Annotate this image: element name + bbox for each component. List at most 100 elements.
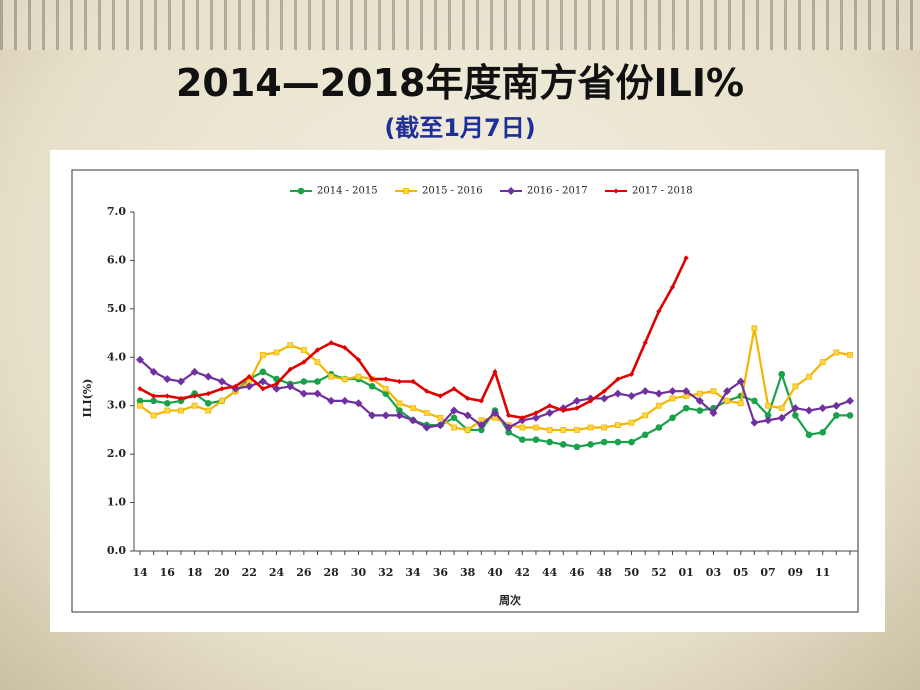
y-tick-label: 4.0 xyxy=(107,350,126,363)
x-tick-label: 18 xyxy=(187,566,203,579)
point xyxy=(451,386,457,392)
point xyxy=(682,387,691,396)
point xyxy=(833,349,840,356)
point xyxy=(491,408,499,417)
point xyxy=(396,407,403,414)
point xyxy=(628,438,635,446)
point xyxy=(451,424,457,431)
point xyxy=(696,407,704,414)
point xyxy=(519,436,526,443)
point xyxy=(574,405,580,411)
point xyxy=(245,382,254,391)
x-tick-label: 11 xyxy=(815,566,830,579)
point xyxy=(846,396,854,405)
point xyxy=(300,378,308,385)
point xyxy=(423,410,430,416)
legend-label: 2015 - 2016 xyxy=(422,186,483,197)
point xyxy=(683,255,689,261)
point xyxy=(314,378,321,385)
point xyxy=(137,402,143,409)
point xyxy=(506,412,512,418)
point xyxy=(163,375,172,384)
point xyxy=(396,400,403,407)
point xyxy=(313,389,322,398)
x-tick-label: 22 xyxy=(242,566,257,579)
point xyxy=(696,390,703,397)
point xyxy=(369,376,375,382)
point xyxy=(668,387,677,396)
point xyxy=(833,412,840,419)
point xyxy=(819,359,826,366)
x-tick-label: 38 xyxy=(460,566,476,579)
point xyxy=(847,351,853,358)
point xyxy=(587,441,594,448)
chart: 周次 ILI(%) 0.0 1.0 2.0 3.0 4.0 5.0 6.0 7.0 14 16 18… xyxy=(50,150,885,632)
y-tick-label: 0.0 xyxy=(107,544,126,557)
point xyxy=(778,405,785,412)
point xyxy=(669,284,676,290)
x-tick-label: 50 xyxy=(624,566,640,579)
point xyxy=(259,368,267,376)
point xyxy=(846,412,854,419)
point xyxy=(368,411,377,420)
y-tick-label: 1.0 xyxy=(107,496,126,509)
point xyxy=(297,187,305,195)
point xyxy=(560,427,567,433)
point xyxy=(204,399,212,407)
point xyxy=(819,429,826,436)
point xyxy=(403,188,409,194)
point xyxy=(314,347,321,353)
point xyxy=(613,389,622,398)
point xyxy=(463,411,472,420)
point xyxy=(573,443,581,451)
point xyxy=(450,406,459,415)
y-tick-label: 5.0 xyxy=(107,302,126,315)
x-tick-label: 03 xyxy=(706,566,721,579)
point xyxy=(600,394,609,403)
point xyxy=(627,392,636,401)
point xyxy=(150,397,157,405)
point xyxy=(710,388,717,395)
point xyxy=(450,414,458,422)
point xyxy=(340,396,349,405)
x-tick-label: 20 xyxy=(214,566,230,579)
x-tick-label: 28 xyxy=(323,566,339,579)
point xyxy=(614,438,622,446)
point xyxy=(709,408,718,417)
point xyxy=(149,367,158,376)
point xyxy=(437,414,444,421)
point xyxy=(477,421,486,430)
point xyxy=(355,357,362,363)
x-tick-label: 44 xyxy=(542,566,558,579)
point xyxy=(656,308,662,314)
x-tick-label: 42 xyxy=(515,566,530,579)
point xyxy=(464,427,471,433)
point xyxy=(601,388,607,394)
point xyxy=(682,404,690,412)
point xyxy=(777,413,786,422)
point xyxy=(642,340,648,346)
point xyxy=(750,418,759,427)
x-tick-label: 14 xyxy=(132,566,148,579)
point xyxy=(669,395,676,402)
point xyxy=(150,412,157,419)
point xyxy=(422,423,431,432)
point xyxy=(736,377,745,386)
x-tick-label: 07 xyxy=(760,566,775,579)
x-tick-label: 05 xyxy=(733,566,748,579)
point xyxy=(136,355,144,364)
point xyxy=(137,386,143,392)
x-tick-label: 40 xyxy=(487,566,503,579)
point xyxy=(436,421,445,430)
point xyxy=(178,395,184,402)
point xyxy=(655,402,662,409)
point xyxy=(164,399,171,407)
point xyxy=(751,325,758,332)
point xyxy=(531,413,540,422)
point xyxy=(136,397,144,405)
y-tick-label: 2.0 xyxy=(107,447,126,460)
point xyxy=(272,384,281,393)
point xyxy=(327,396,336,405)
point xyxy=(409,416,418,425)
